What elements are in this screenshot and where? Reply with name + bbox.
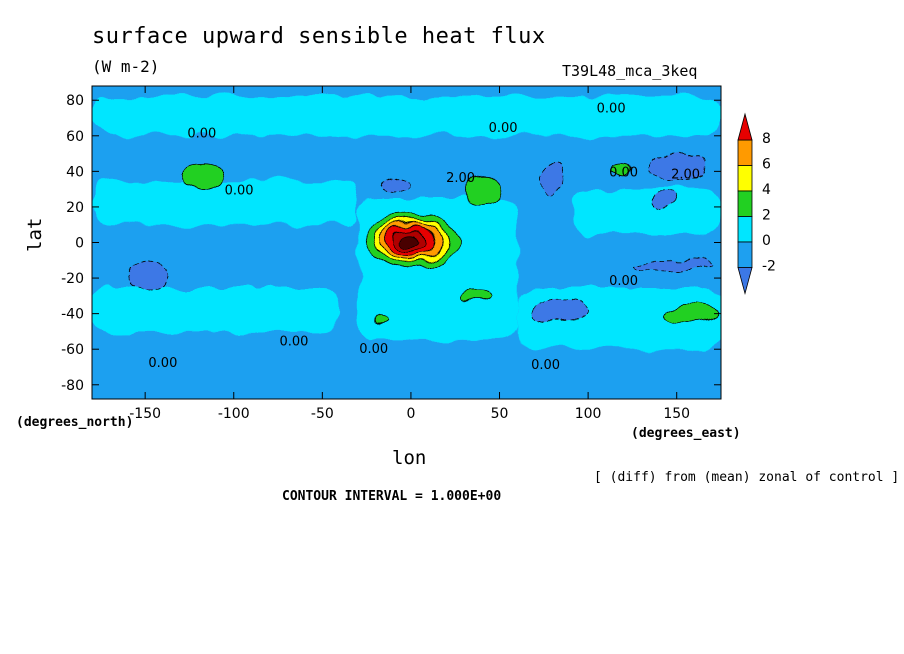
colorbar-label: 0 [762, 233, 771, 249]
field-feature-positive-8 [461, 176, 502, 206]
x-tick-label: 0 [406, 406, 415, 422]
colorbar-segment-3 [737, 216, 753, 243]
y-axis-label: lat [24, 217, 46, 252]
field-feature-positive-7 [180, 163, 224, 190]
x-tick-label: -50 [311, 406, 334, 422]
field-band-5 [570, 189, 721, 234]
field-feature-negative-6 [378, 176, 408, 192]
x-axis: -150 -100 -50 0 50 100 150 [129, 86, 690, 422]
y-tick-label: -20 [61, 271, 84, 287]
field-feature-negative-3 [651, 192, 674, 211]
colorbar-segment-1 [737, 165, 753, 192]
field-band-4 [92, 286, 341, 332]
colorbar-segment-2 [737, 190, 753, 217]
field-maximum-ring-5 [400, 233, 422, 249]
contour-label-4: 2.00 [446, 171, 475, 186]
y-tick-label: -80 [61, 378, 84, 394]
x-tick-label: -150 [129, 406, 161, 422]
field-band-0 [92, 96, 721, 136]
field-feature-negative-1 [541, 162, 564, 195]
contour-label-5: 0.00 [609, 166, 638, 181]
colorbar: 8 6 4 2 0 -2 [737, 112, 776, 296]
contour-label-11: 0.00 [148, 356, 177, 371]
y-axis-unit: (degrees_north) [16, 415, 134, 430]
field-feature-negative-4 [532, 299, 591, 322]
y-tick-label: 20 [66, 200, 84, 216]
heatmap-field: 0.00 0.00 0.00 0.00 2.00 0.00 2.00 0.00 0.00 0.00… [92, 86, 721, 399]
colorbar-label: -2 [762, 259, 776, 275]
contour-label-7: 0.00 [609, 274, 638, 289]
run-label: T39L48_mca_3keq [562, 62, 698, 80]
x-axis-label: lon [392, 447, 427, 469]
field-band-1 [92, 180, 358, 225]
field-feature-negative-2 [646, 153, 708, 183]
chart-title: surface upward sensible heat flux [92, 24, 546, 49]
y-tick-label: -60 [61, 342, 84, 358]
colorbar-label: 8 [762, 131, 771, 147]
contour-label-8: 0.00 [280, 335, 309, 350]
chart-units: (W m-2) [92, 57, 160, 76]
contour-interval: CONTOUR INTERVAL = 1.000E+00 [282, 489, 502, 504]
y-tick-label: 60 [66, 129, 84, 145]
field-feature-negative-0 [128, 261, 169, 291]
contour-label-2: 0.00 [597, 102, 626, 117]
field-band-6 [92, 352, 721, 399]
y-tick-label: -40 [61, 307, 84, 323]
colorbar-segment-0 [737, 139, 753, 166]
x-tick-label: 150 [663, 406, 690, 422]
colorbar-label: 6 [762, 157, 771, 173]
contour-label-9: 0.00 [359, 342, 388, 357]
y-tick-label: 80 [66, 93, 84, 109]
contour-label-1: 0.00 [489, 121, 518, 136]
colorbar-arrow-bottom [737, 267, 753, 296]
field-feature-negative-5 [632, 259, 715, 272]
colorbar-arrow-top [737, 112, 753, 141]
contour-label-3: 0.00 [225, 183, 254, 198]
contour-label-10: 0.00 [531, 358, 560, 373]
y-axis: 80 60 40 20 0 -20 -40 -60 -80 [61, 93, 721, 394]
contour-label-0: 0.00 [187, 127, 216, 142]
x-tick-label: 100 [575, 406, 602, 422]
y-tick-label: 40 [66, 164, 84, 180]
y-tick-label: 0 [75, 236, 84, 252]
field-feature-positive-12 [610, 165, 630, 178]
field-feature-positive-10 [373, 315, 389, 323]
field-feature-positive-11 [662, 304, 720, 323]
x-tick-label: -100 [218, 406, 250, 422]
colorbar-label: 2 [762, 208, 771, 224]
field-feature-positive-9 [458, 291, 499, 304]
x-axis-unit: (degrees_east) [631, 426, 741, 441]
x-tick-label: 50 [491, 406, 509, 422]
colorbar-segment-4 [737, 241, 753, 268]
colorbar-label: 4 [762, 182, 771, 198]
annotation-note: [ (diff) from (mean) zonal of control ] [594, 470, 900, 485]
contour-label-6: 2.00 [671, 167, 700, 182]
